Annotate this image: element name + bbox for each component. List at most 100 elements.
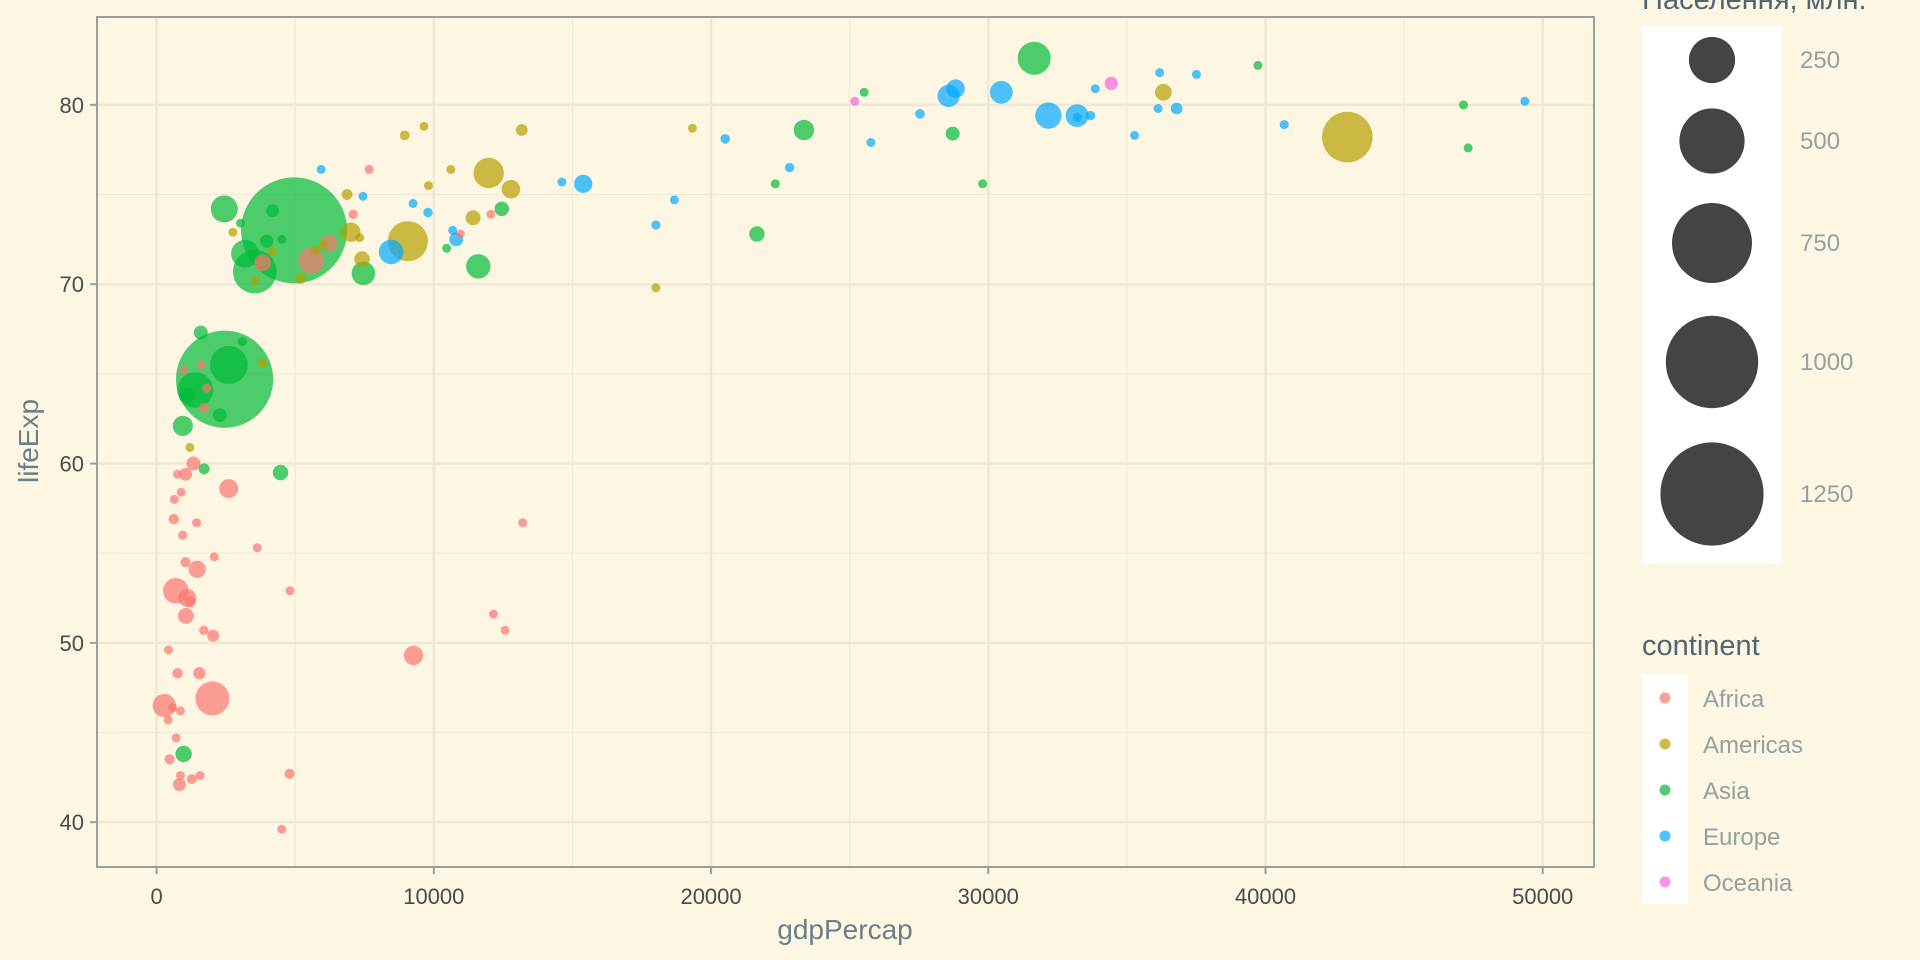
- data-point-africa: [486, 209, 496, 219]
- data-point-africa: [168, 513, 179, 525]
- data-point-asia: [198, 463, 210, 475]
- data-point-africa: [199, 402, 210, 413]
- data-point-africa: [202, 383, 212, 393]
- data-points: [152, 41, 1530, 834]
- data-point-americas: [185, 442, 195, 452]
- x-tick-label: 50000: [1512, 884, 1573, 909]
- data-point-africa: [176, 771, 185, 780]
- data-point-africa: [348, 209, 358, 219]
- data-point-europe: [720, 134, 730, 144]
- size-legend: 250 500 750 1000 1250: [1660, 36, 1853, 546]
- data-point-africa: [489, 609, 498, 619]
- data-point-africa: [180, 557, 191, 568]
- data-point-europe: [784, 162, 795, 173]
- data-point-africa: [455, 229, 465, 239]
- size-legend-title: Населення, млн.: [1642, 0, 1867, 16]
- data-point-africa: [254, 254, 271, 272]
- x-tick-label: 20000: [680, 884, 741, 909]
- data-point-africa: [209, 552, 219, 562]
- data-point-asia: [466, 254, 491, 279]
- data-point-africa: [173, 469, 182, 479]
- data-point-americas: [341, 189, 353, 200]
- data-point-europe: [989, 80, 1013, 104]
- data-point-europe: [316, 164, 326, 174]
- data-point-asia: [793, 119, 815, 141]
- data-point-americas: [473, 157, 504, 189]
- data-point-europe: [574, 174, 593, 193]
- data-point-europe: [1155, 68, 1165, 78]
- x-axis-title: gdpPercap: [777, 914, 912, 945]
- data-point-asia: [266, 204, 279, 218]
- size-legend-label: 250: [1800, 47, 1840, 74]
- color-legend-label: Africa: [1703, 686, 1765, 713]
- size-legend-label: 1000: [1800, 349, 1853, 376]
- y-tick-label: 40: [60, 810, 84, 835]
- data-point-africa: [164, 754, 175, 765]
- data-point-europe: [378, 239, 404, 265]
- data-point-americas: [258, 358, 268, 368]
- data-point-americas: [501, 179, 521, 199]
- x-axis-ticks: 0 10000 20000 30000 40000 50000: [150, 867, 1573, 909]
- plot-panel-border: [96, 16, 1595, 868]
- data-point-africa: [252, 543, 262, 553]
- data-point-asia: [277, 234, 287, 244]
- data-point-americas: [228, 227, 238, 237]
- data-point-asia: [749, 226, 765, 242]
- data-point-americas: [1155, 83, 1172, 101]
- data-point-americas: [399, 130, 410, 141]
- data-point-africa: [172, 778, 186, 791]
- size-legend-label: 1250: [1800, 481, 1853, 508]
- data-point-europe: [915, 109, 925, 119]
- color-legend-title: continent: [1642, 630, 1760, 662]
- data-point-europe: [423, 207, 433, 218]
- data-point-africa: [193, 667, 206, 680]
- data-point-europe: [1279, 120, 1289, 130]
- plot-grid: [97, 17, 1594, 867]
- color-legend-key-asia: [1659, 784, 1671, 796]
- data-point-americas: [250, 276, 260, 286]
- data-point-europe: [448, 225, 458, 235]
- data-point-africa: [179, 365, 189, 375]
- data-point-asia: [351, 261, 376, 286]
- data-point-africa: [178, 530, 188, 540]
- data-point-africa: [199, 625, 209, 635]
- data-point-africa: [518, 518, 528, 528]
- size-legend-circle: [1672, 203, 1752, 283]
- data-point-africa: [195, 771, 205, 780]
- data-point-americas: [424, 181, 433, 191]
- data-point-africa: [178, 608, 194, 624]
- size-legend-circle: [1688, 36, 1736, 84]
- data-point-africa: [168, 702, 178, 712]
- color-legend-key-americas: [1659, 738, 1671, 750]
- data-point-asia: [260, 234, 274, 248]
- data-point-europe: [1035, 102, 1062, 129]
- data-point-americas: [319, 240, 329, 250]
- data-point-asia: [1253, 60, 1263, 70]
- data-point-americas: [419, 121, 429, 131]
- y-axis-ticks: 40 50 60 70 80: [60, 93, 97, 835]
- color-legend-key-oceania: [1659, 876, 1671, 888]
- data-point-asia: [1459, 100, 1468, 110]
- data-point-asia: [1017, 41, 1051, 75]
- data-point-asia: [179, 387, 195, 404]
- data-point-asia: [978, 179, 988, 189]
- color-legend-label: Oceania: [1703, 870, 1793, 897]
- data-point-africa: [179, 467, 193, 481]
- x-tick-label: 0: [150, 884, 162, 909]
- data-point-africa: [285, 586, 295, 596]
- data-point-oceania: [850, 96, 860, 106]
- data-point-europe: [651, 220, 661, 230]
- data-point-asia: [212, 408, 227, 422]
- data-point-asia: [209, 345, 248, 384]
- data-point-africa: [277, 824, 287, 834]
- data-point-africa: [195, 681, 230, 716]
- data-point-africa: [169, 494, 179, 504]
- color-legend: Africa Americas Asia Europe Oceania: [1659, 686, 1803, 897]
- color-legend-key-europe: [1659, 830, 1671, 842]
- data-point-africa: [298, 247, 325, 274]
- data-point-europe: [946, 79, 965, 98]
- data-point-africa: [164, 645, 173, 655]
- data-point-africa: [500, 625, 510, 635]
